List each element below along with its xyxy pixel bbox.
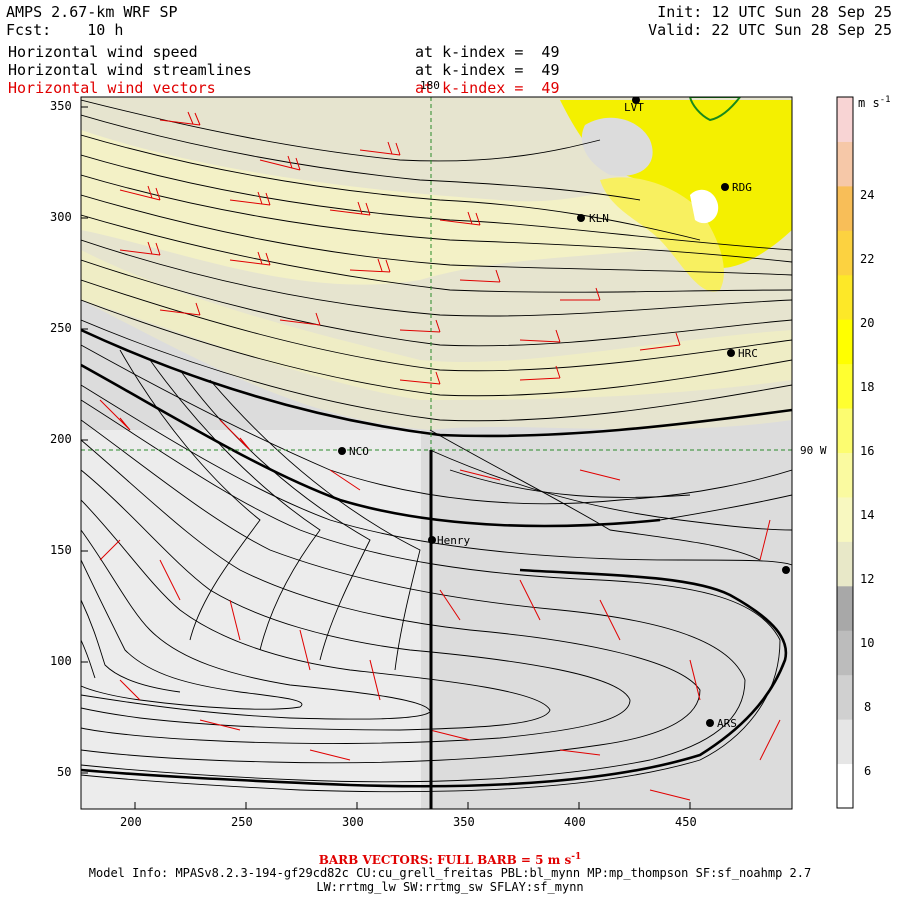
colorbar-label: 6 [864, 764, 872, 778]
colorbar-swatch [837, 185, 853, 231]
station-dot-kln [577, 214, 585, 222]
field-level-streamlines: at k-index = 49 [415, 61, 560, 79]
colorbar-swatch [837, 230, 853, 276]
station-dot-lvt [632, 97, 640, 104]
colorbar-label: 10 [860, 636, 875, 650]
colorbar-label: 22 [860, 252, 875, 266]
station-label: HRC [738, 347, 758, 360]
model-info: Model Info: MPASv8.2.3-194-gf29cd82c CU:… [88, 866, 812, 880]
x-tick-label: 300 [342, 815, 364, 829]
colorbar-swatch [837, 719, 853, 765]
x-tick-label: 250 [231, 815, 253, 829]
x-tick-label: 350 [453, 815, 475, 829]
station-label: ARS [717, 717, 737, 730]
station-dot-nco [338, 447, 346, 455]
y-tick-label: 300 [50, 210, 72, 224]
valid-time: Valid: 22 UTC Sun 28 Sep 25 [648, 21, 892, 39]
y-tick-label: 50 [57, 765, 72, 779]
parallel-label: 90 W [800, 444, 827, 457]
colorbar-label: 16 [860, 444, 875, 458]
colorbar-label: 20 [860, 316, 875, 330]
colorbar-label: 8 [864, 700, 872, 714]
colorbar-swatch [837, 408, 853, 453]
field-level-vectors: at k-index = 49 [415, 79, 560, 97]
station-dot-ars [706, 719, 714, 727]
station-dot-hrc [727, 349, 735, 357]
y-tick-label: 350 [50, 99, 72, 113]
plot-frame [80, 96, 793, 810]
streamlines-strong [81, 328, 792, 788]
x-tick-label: 450 [675, 815, 697, 829]
colorbar-swatch [837, 496, 853, 542]
field-label-speed: Horizontal wind speed [8, 43, 198, 61]
model-info-line2: LW:rrtmg_lw SW:rrtmg_sw SFLAY:sf_mynn [316, 880, 584, 894]
colorbar-label: 12 [860, 572, 875, 586]
meridian-label: 180 [420, 79, 440, 92]
colorbar-swatch [837, 363, 853, 409]
x-tick-label: 400 [564, 815, 586, 829]
station-label: NCO [349, 445, 369, 458]
station-dot-henry [428, 536, 436, 544]
field-level-speed: at k-index = 49 [415, 43, 560, 61]
colorbar-swatch [837, 141, 853, 187]
station-label: KLN [589, 212, 609, 225]
colorbar-label: 14 [860, 508, 875, 522]
colorbar-swatch [837, 630, 853, 676]
y-tick-label: 200 [50, 432, 72, 446]
station-label: Henry [437, 534, 471, 547]
colorbar-units: m s-1 [858, 95, 891, 110]
colorbar-swatch [837, 319, 853, 365]
colorbar-swatch [837, 763, 853, 809]
colorbar-swatch [837, 452, 853, 498]
colorbar-swatch [837, 585, 853, 631]
wind-barbs [99, 111, 781, 801]
colorbar-frame [836, 96, 854, 809]
station-dot-rdg [721, 183, 729, 191]
field-label-vectors: Horizontal wind vectors [8, 79, 216, 97]
y-tick-label: 250 [50, 321, 72, 335]
colorbar-swatch [837, 274, 853, 320]
station-label: RDG [732, 181, 752, 194]
init-time: Init: 12 UTC Sun 28 Sep 25 [657, 3, 892, 21]
station-label: LVT [624, 101, 644, 114]
forecast-hour: Fcst: 10 h [6, 21, 124, 39]
colorbar-swatch [837, 541, 853, 587]
colorbar-swatch [837, 674, 853, 720]
colorbar-label: 24 [860, 188, 875, 202]
colorbar-label: 18 [860, 380, 875, 394]
field-label-streamlines: Horizontal wind streamlines [8, 61, 252, 79]
map-title: AMPS 2.67-km WRF SP [6, 3, 178, 21]
colorbar-swatch [837, 97, 853, 142]
axis-ticks [81, 106, 691, 809]
colorbar [837, 97, 853, 809]
station-dot-edge [782, 566, 790, 574]
barb-legend: BARB VECTORS: FULL BARB = 5 m s-1 [318, 852, 582, 867]
y-tick-label: 150 [50, 543, 72, 557]
y-tick-label: 100 [50, 654, 72, 668]
x-tick-label: 200 [120, 815, 142, 829]
